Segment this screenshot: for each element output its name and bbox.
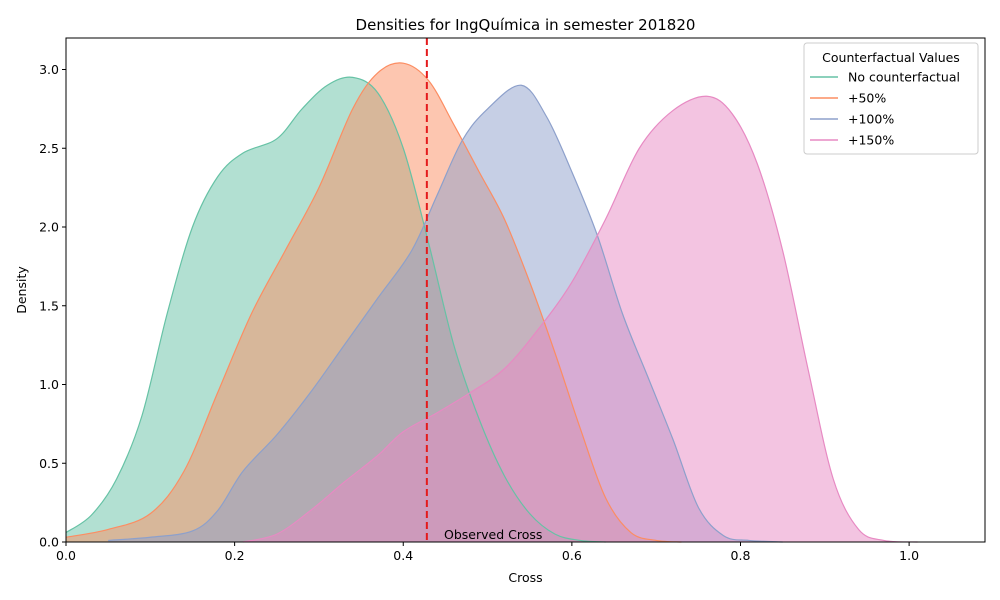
y-tick-label-2: 1.0 (39, 377, 59, 392)
chart-title: Densities for IngQuímica in semester 201… (356, 16, 696, 34)
x-tick-label-3: 0.6 (562, 548, 582, 563)
y-tick-label-5: 2.5 (39, 141, 59, 156)
legend: Counterfactual Values No counterfactual +… (803, 42, 979, 155)
observed-cross-label: Observed Cross (444, 527, 542, 542)
x-tick-label-0: 0.0 (56, 548, 76, 563)
x-axis-title: Cross (508, 570, 542, 585)
legend-title: Counterfactual Values (822, 50, 960, 65)
legend-items: No counterfactual +50% +100% +150% (810, 70, 960, 148)
x-axis-ticks: 0.0 0.2 0.4 0.6 0.8 1.0 (56, 542, 919, 563)
legend-label-0: No counterfactual (848, 70, 960, 85)
y-tick-label-1: 0.5 (39, 456, 59, 471)
density-area-3 (243, 96, 918, 542)
y-axis-ticks: 0.0 0.5 1.0 1.5 2.0 2.5 3.0 (39, 62, 66, 550)
density-lines (65, 62, 918, 543)
density-line-3 (242, 95, 918, 543)
density-line-0 (65, 76, 606, 543)
y-tick-label-6: 3.0 (39, 62, 59, 77)
x-tick-label-2: 0.4 (393, 548, 413, 563)
legend-box (803, 42, 979, 155)
plot-frame (65, 37, 986, 543)
x-tick-label-4: 0.8 (731, 548, 751, 563)
legend-label-1: +50% (848, 91, 886, 106)
density-line-2 (108, 84, 783, 543)
x-tick-label-5: 1.0 (899, 548, 919, 563)
legend-label-3: +150% (848, 133, 894, 148)
y-tick-label-4: 2.0 (39, 220, 59, 235)
y-tick-label-0: 0.0 (39, 535, 59, 550)
y-tick-label-3: 1.5 (39, 298, 59, 313)
legend-label-2: +100% (848, 112, 894, 127)
x-tick-label-1: 0.2 (225, 548, 245, 563)
density-line-1 (65, 62, 682, 543)
y-axis-title: Density (14, 266, 29, 314)
